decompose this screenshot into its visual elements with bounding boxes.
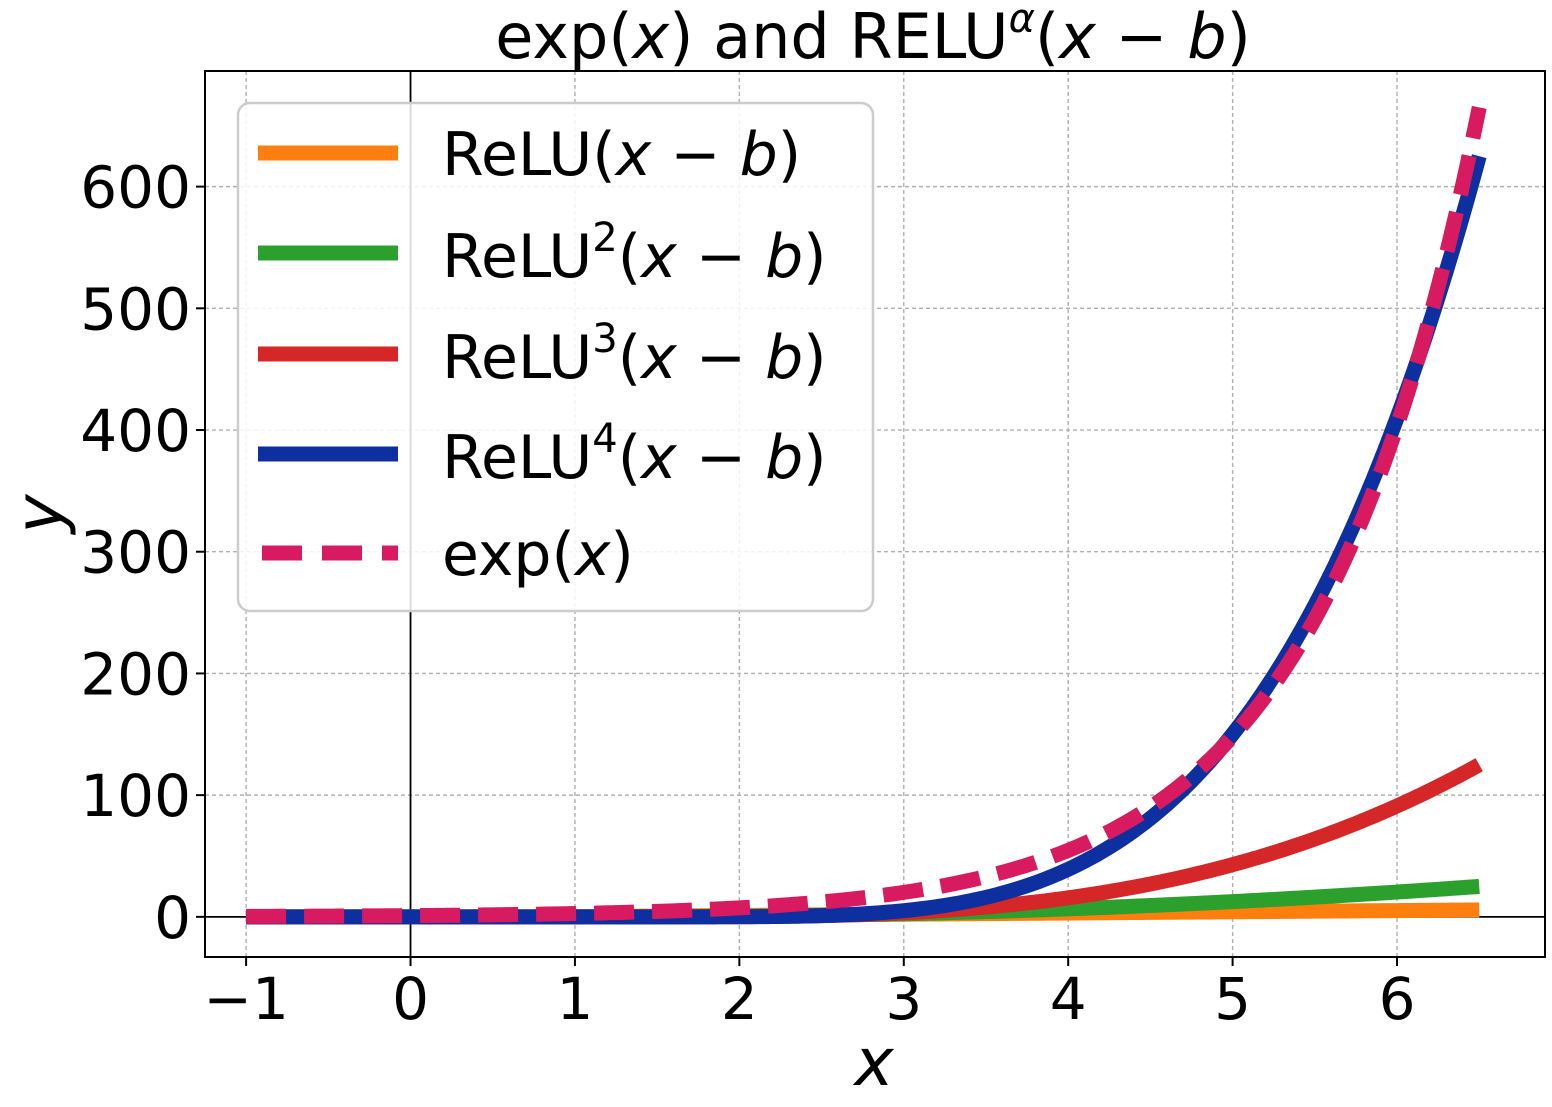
y-tick-label: 400 (80, 397, 191, 465)
x-tick-label: 0 (392, 965, 429, 1033)
legend-label-relu2: ReLU2(x − b) (442, 215, 827, 292)
y-axis-ticks: 0 100 200 300 400 500 600 (80, 154, 205, 952)
x-tick-label: 1 (556, 965, 593, 1033)
y-axis-label: y (1, 494, 78, 536)
legend-entry-relu1: ReLU(x − b) (258, 120, 801, 190)
x-tick-label: 2 (721, 965, 758, 1033)
chart-title: exp(x) and RELUα(x − b) (495, 0, 1251, 73)
x-tick-label: 5 (1214, 965, 1251, 1033)
x-tick-label: 6 (1379, 965, 1416, 1033)
y-tick-label: 200 (80, 640, 191, 708)
series-layer (242, 105, 1487, 925)
legend-label-relu4: ReLU4(x − b) (442, 416, 827, 493)
plot-frame (204, 70, 1546, 958)
x-axis-ticks: −1 0 1 2 3 4 5 6 (203, 957, 1415, 1033)
y-tick-label: 100 (80, 762, 191, 830)
x-axis-label: x (852, 1024, 894, 1101)
legend-label-relu1: ReLU(x − b) (442, 120, 801, 190)
y-tick-label: 300 (80, 519, 191, 587)
legend: ReLU(x − b) ReLU2(x − b) ReLU3(x − b) Re… (236, 101, 875, 613)
legend-label-exp: exp(x) (442, 520, 634, 590)
x-tick-label: −1 (203, 965, 289, 1033)
series-line-exp (242, 105, 1487, 924)
y-tick-label: 500 (80, 275, 191, 343)
legend-label-relu3: ReLU3(x − b) (442, 316, 827, 393)
plot-area (204, 70, 1546, 958)
y-tick-label: 0 (154, 884, 191, 952)
legend-frame (236, 101, 875, 613)
x-tick-label: 4 (1050, 965, 1087, 1033)
x-tick-label: 3 (885, 965, 922, 1033)
legend-entry-relu2: ReLU2(x − b) (258, 215, 827, 292)
legend-entry-exp: exp(x) (262, 520, 634, 590)
y-tick-label: 600 (80, 154, 191, 222)
legend-entry-relu4: ReLU4(x − b) (258, 416, 827, 493)
legend-entry-relu3: ReLU3(x − b) (258, 316, 827, 393)
